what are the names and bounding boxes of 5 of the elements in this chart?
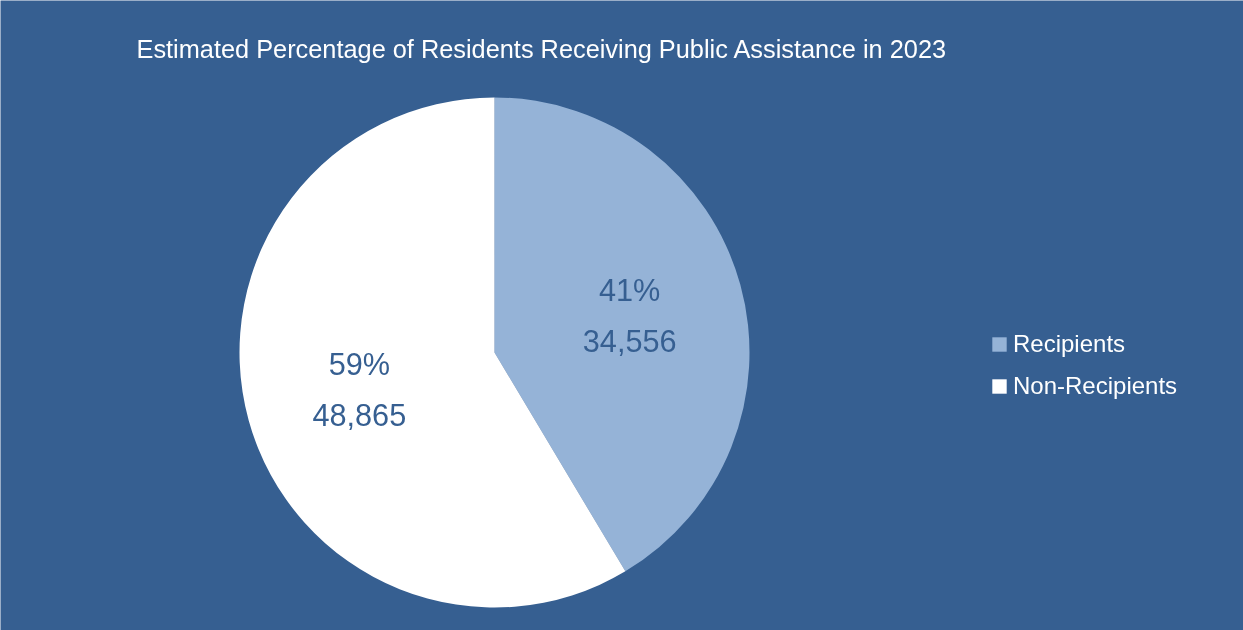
- data-label: 41% 34,556: [582, 272, 677, 358]
- legend-label: Non-Recipients: [1013, 372, 1178, 400]
- chart-title: Estimated Percentage of Residents Receiving Public Assistance in 2023: [136, 34, 947, 63]
- data-label: 59% 48,865: [312, 347, 407, 433]
- legend-label: Recipients: [1013, 330, 1126, 358]
